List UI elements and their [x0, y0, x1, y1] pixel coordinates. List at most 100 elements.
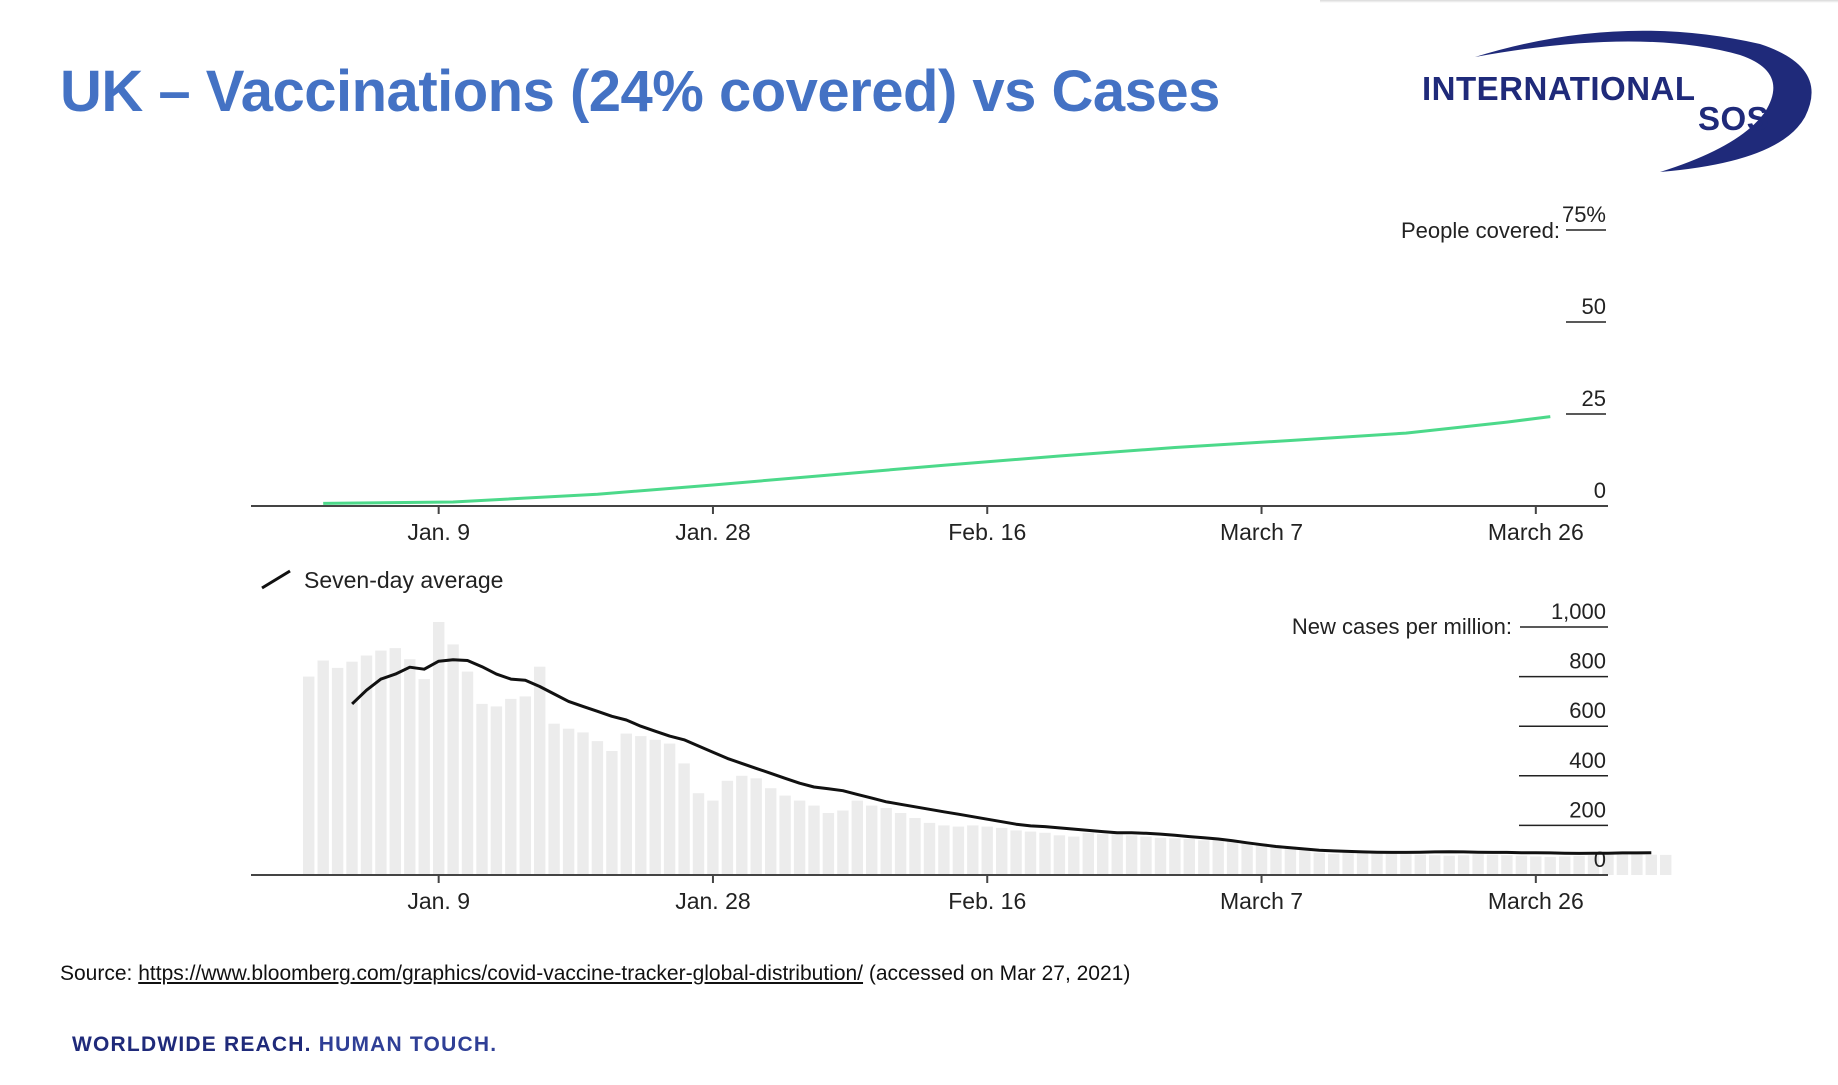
vax-xtick-label: March 26: [1488, 519, 1584, 545]
case-bar: [1472, 854, 1484, 875]
case-bar: [519, 696, 531, 875]
case-bar: [418, 679, 430, 875]
case-bar: [346, 661, 358, 875]
logo-text-line2: SOS: [1698, 100, 1770, 137]
case-bar: [1385, 853, 1398, 875]
case-bar: [1660, 854, 1672, 875]
case-bar: [880, 808, 892, 875]
cases-xtick-label: Feb. 16: [948, 888, 1026, 914]
case-bar: [1530, 856, 1542, 875]
case-bar: [1616, 854, 1629, 875]
case-bar: [1429, 855, 1441, 875]
case-bar: [1010, 830, 1022, 875]
case-bar: [938, 825, 950, 875]
case-bar: [1299, 850, 1311, 875]
case-bar: [1284, 846, 1297, 875]
case-bar: [1371, 853, 1383, 875]
case-bar: [1400, 854, 1412, 875]
case-bar: [1226, 841, 1239, 875]
cases-chart: 0 200 400 600 800 1,000 New cases per million:…: [251, 567, 1672, 914]
case-bar: [837, 810, 849, 875]
case-bar: [822, 813, 835, 875]
case-bar: [1587, 855, 1600, 875]
case-bar: [447, 644, 459, 875]
case-bar: [577, 732, 589, 875]
vax-ytick-label: 0: [1594, 478, 1606, 503]
case-bar: [1125, 835, 1138, 875]
case-bar: [707, 800, 719, 875]
international-sos-logo: INTERNATIONAL SOS: [1410, 22, 1820, 182]
case-bar: [996, 827, 1008, 875]
case-bar: [1154, 837, 1167, 875]
case-bar: [1313, 852, 1325, 875]
source-link[interactable]: https://www.bloomberg.com/graphics/covid…: [138, 962, 864, 985]
tagline: WORLDWIDE REACH. HUMAN TOUCH.: [72, 1033, 497, 1057]
case-bar: [389, 648, 401, 875]
vax-xtick-label: Feb. 16: [948, 519, 1026, 545]
cases-ytick-label: 200: [1569, 797, 1606, 822]
cases-ylabel: New cases per million:: [1292, 614, 1512, 639]
case-bar: [1414, 854, 1426, 875]
case-bar: [1255, 843, 1268, 875]
legend-label: Seven-day average: [304, 567, 503, 593]
case-bar: [721, 780, 734, 875]
case-bar: [1501, 855, 1513, 875]
case-bar: [620, 733, 632, 875]
case-bar: [331, 667, 344, 875]
case-bar: [1082, 832, 1094, 875]
vax-xtick-label: March 7: [1220, 519, 1303, 545]
case-bar: [1111, 832, 1123, 875]
vax-ytick-label: 50: [1582, 294, 1606, 319]
case-bar: [505, 698, 517, 875]
vax-coverage-line: [323, 415, 1551, 505]
case-bar: [1645, 854, 1657, 875]
case-bar: [476, 703, 488, 875]
vax-xtick-label: Jan. 28: [675, 519, 750, 545]
case-bar: [1212, 839, 1224, 875]
case-bar: [952, 826, 965, 875]
case-bar: [779, 795, 791, 875]
vaccination-chart: 0 25 50 75%People covered: Jan. 9 Jan. 28 Feb.…: [251, 202, 1608, 545]
case-bar: [1039, 832, 1051, 875]
case-bar: [433, 622, 445, 875]
case-bar: [303, 676, 315, 875]
case-bar: [1183, 839, 1195, 875]
seven-day-average-line: [351, 658, 1652, 855]
cases-ytick-label: 800: [1569, 649, 1606, 674]
case-bar: [1097, 834, 1109, 875]
legend-line-icon: [261, 569, 291, 590]
case-bar: [765, 788, 777, 875]
case-bar: [1053, 835, 1066, 875]
case-bar: [317, 660, 329, 875]
source-suffix: (accessed on Mar 27, 2021): [863, 962, 1131, 985]
vax-xtick-label: Jan. 9: [407, 519, 470, 545]
case-bar: [404, 659, 416, 875]
case-bar: [562, 728, 575, 875]
case-bar: [894, 813, 907, 875]
case-bar: [1631, 854, 1643, 875]
logo-text-line1: INTERNATIONAL: [1422, 70, 1696, 107]
cases-xtick-label: Jan. 28: [675, 888, 750, 914]
vax-ytick-label: 75%: [1562, 202, 1606, 227]
case-bar: [1342, 851, 1354, 875]
case-bar: [1573, 855, 1585, 875]
case-bar: [1024, 831, 1037, 875]
case-bar: [678, 763, 690, 875]
case-bar: [793, 800, 806, 875]
case-bar: [808, 805, 820, 875]
case-bar: [1169, 838, 1181, 875]
case-bar: [866, 805, 878, 875]
cases-xtick-label: March 26: [1488, 888, 1584, 914]
case-bar: [649, 739, 661, 875]
case-bar: [923, 822, 936, 875]
case-bar: [981, 826, 993, 875]
cases-xtick-label: Jan. 9: [407, 888, 470, 914]
cases-ytick-label: 400: [1569, 748, 1606, 773]
case-bar: [591, 741, 604, 875]
source-note: Source: https://www.bloomberg.com/graphi…: [60, 962, 1130, 986]
vax-ytick-label: 25: [1582, 386, 1606, 411]
cases-ytick-label: 600: [1569, 698, 1606, 723]
case-bar: [360, 655, 373, 875]
tagline-part2: HUMAN TOUCH.: [311, 1033, 498, 1056]
